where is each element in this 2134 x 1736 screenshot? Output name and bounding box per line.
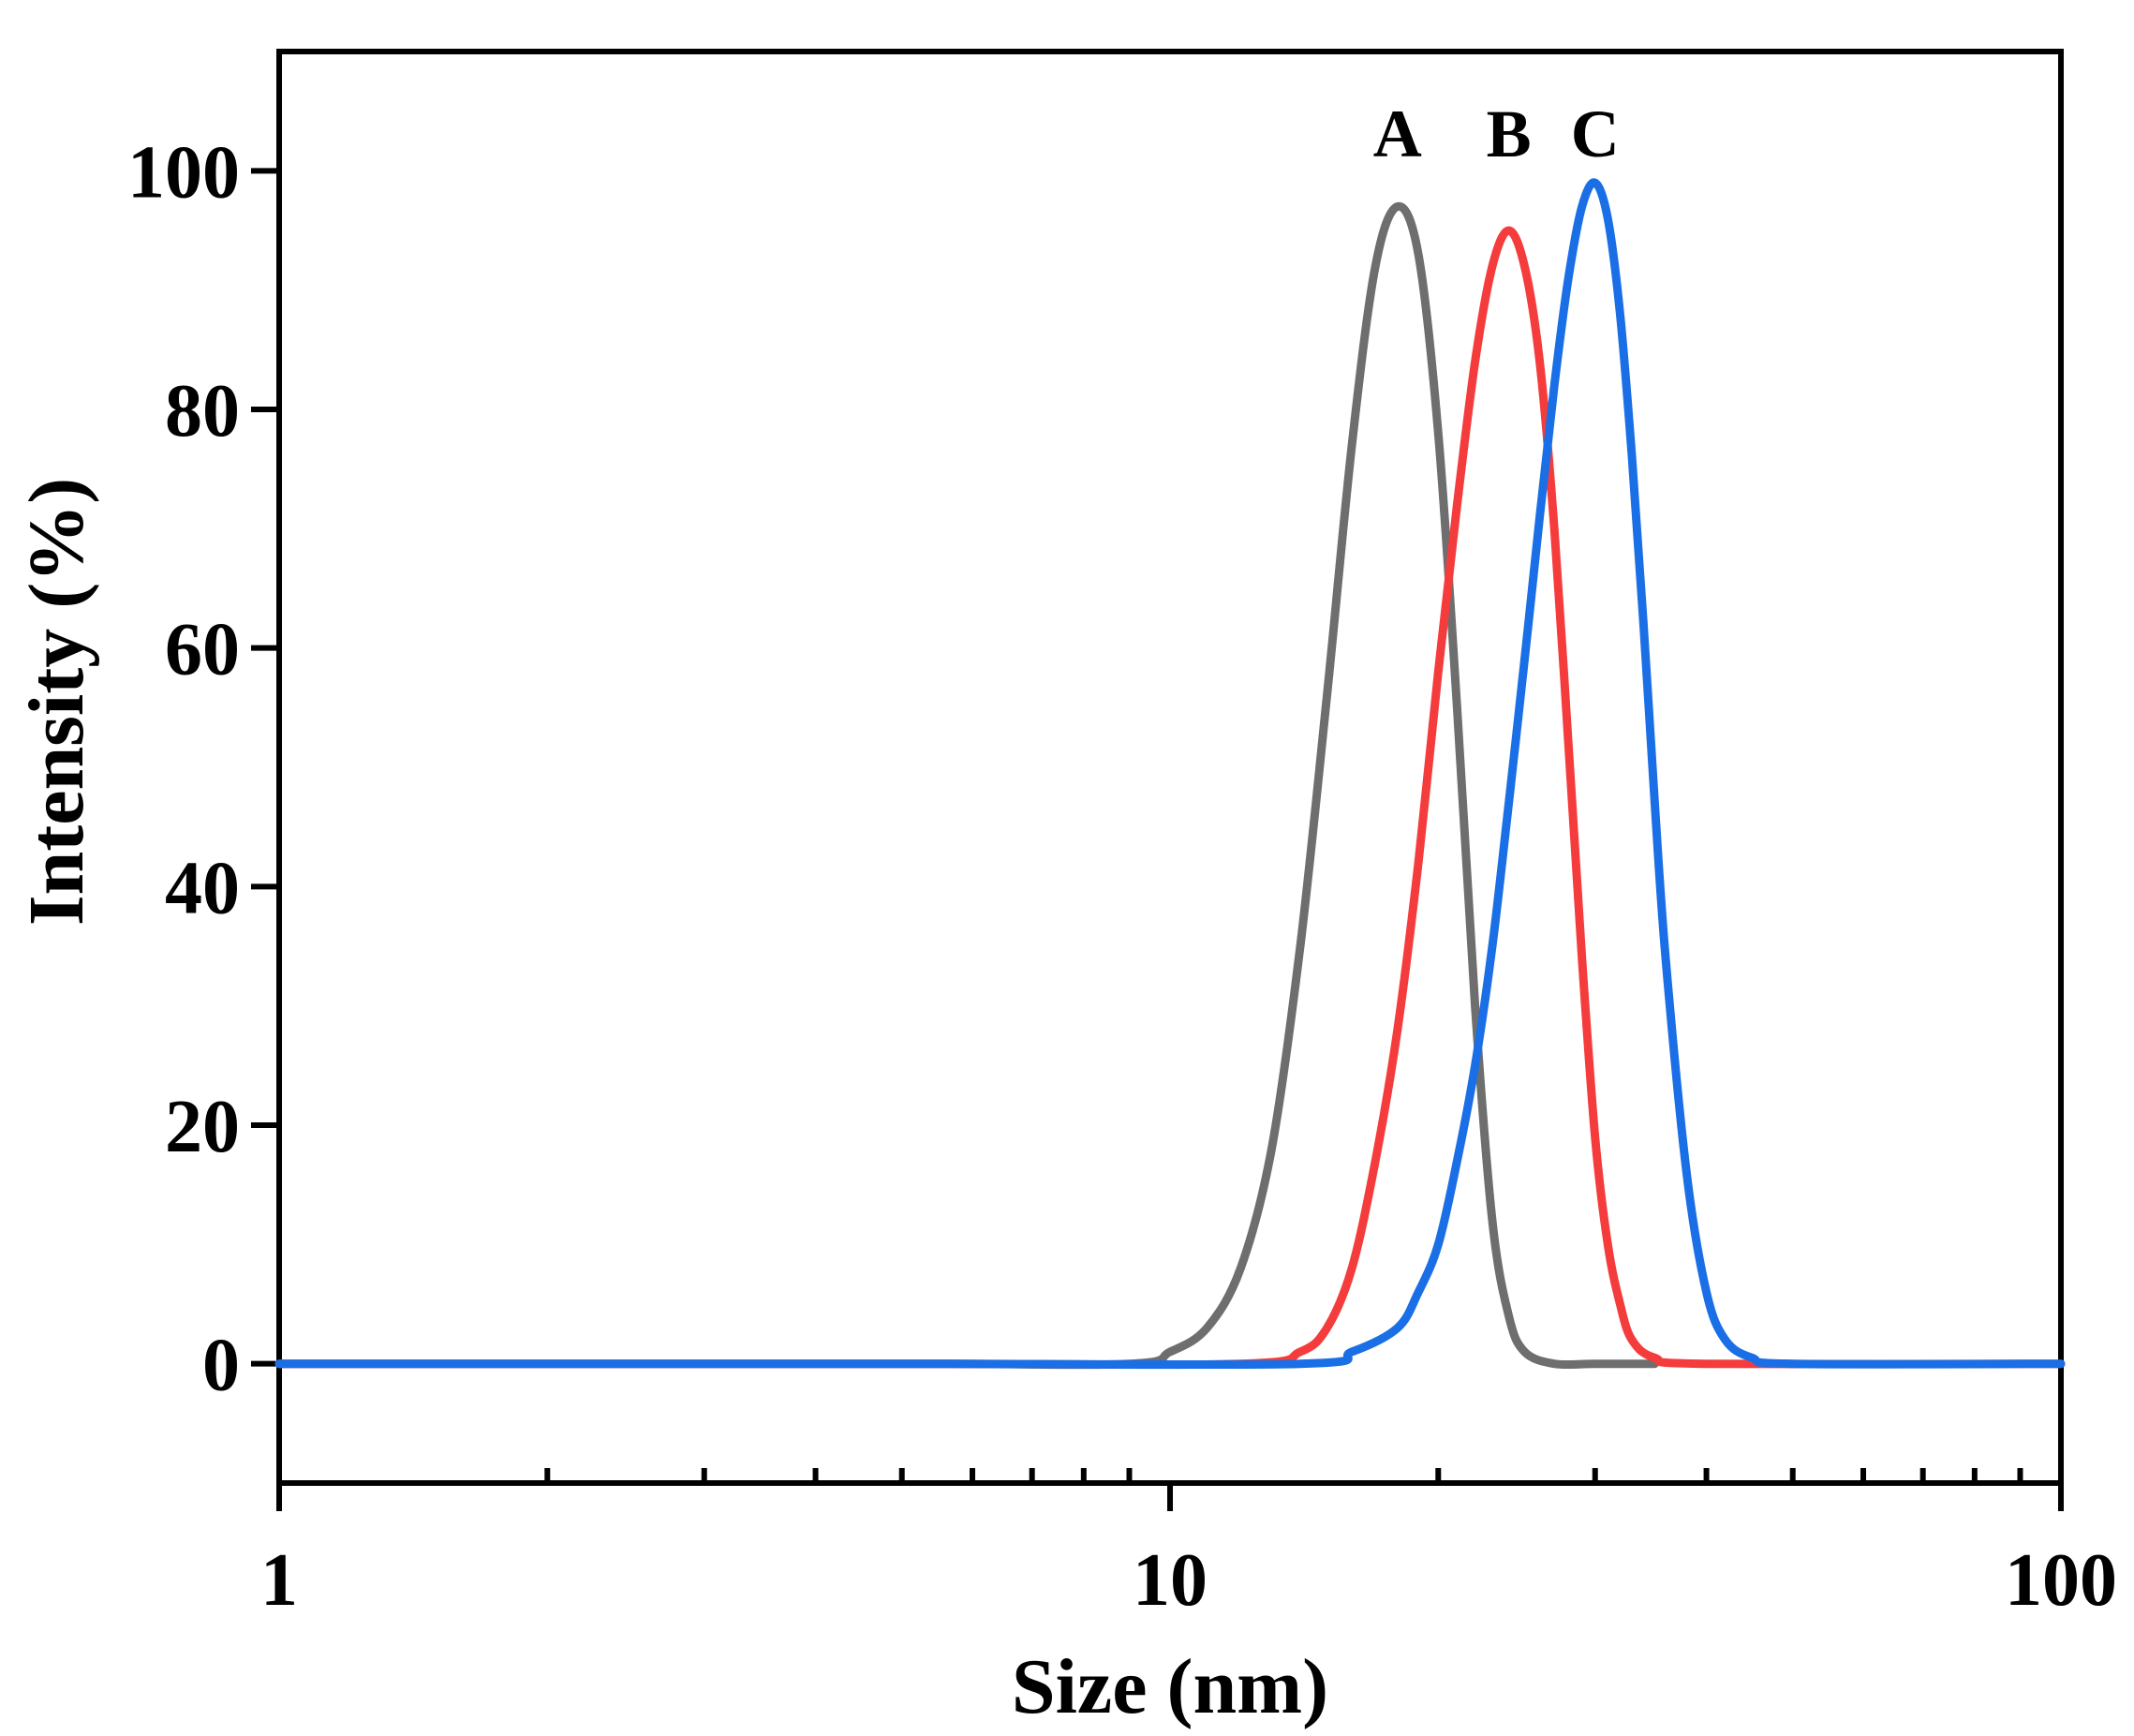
y-tick-label: 40 bbox=[165, 847, 240, 929]
peak-label-a: A bbox=[1373, 96, 1422, 171]
x-tick-label: 10 bbox=[1133, 1539, 1208, 1622]
y-tick-label: 100 bbox=[127, 131, 240, 214]
series-c-line bbox=[274, 178, 2066, 1370]
y-tick-label: 20 bbox=[165, 1086, 240, 1168]
tick-labels: 0 20 40 60 80 100 1 10 100 bbox=[127, 131, 2117, 1622]
y-tick-label: 60 bbox=[165, 609, 240, 691]
y-axis-title: Intensity (%) bbox=[13, 478, 100, 926]
plot-frame bbox=[276, 49, 2064, 1486]
x-tick-label: 1 bbox=[260, 1539, 298, 1622]
x-tick-label: 100 bbox=[2005, 1539, 2117, 1622]
y-tick-label: 0 bbox=[202, 1325, 240, 1407]
series-a-line bbox=[274, 201, 1659, 1370]
axis-ticks bbox=[251, 168, 2064, 1511]
series-b-line bbox=[274, 226, 2066, 1370]
peak-label-b: B bbox=[1487, 96, 1532, 171]
peak-label-c: C bbox=[1571, 96, 1620, 171]
y-tick-label: 80 bbox=[165, 370, 240, 453]
x-axis-title: Size (nm) bbox=[1012, 1643, 1328, 1730]
series-layer bbox=[274, 178, 2066, 1370]
